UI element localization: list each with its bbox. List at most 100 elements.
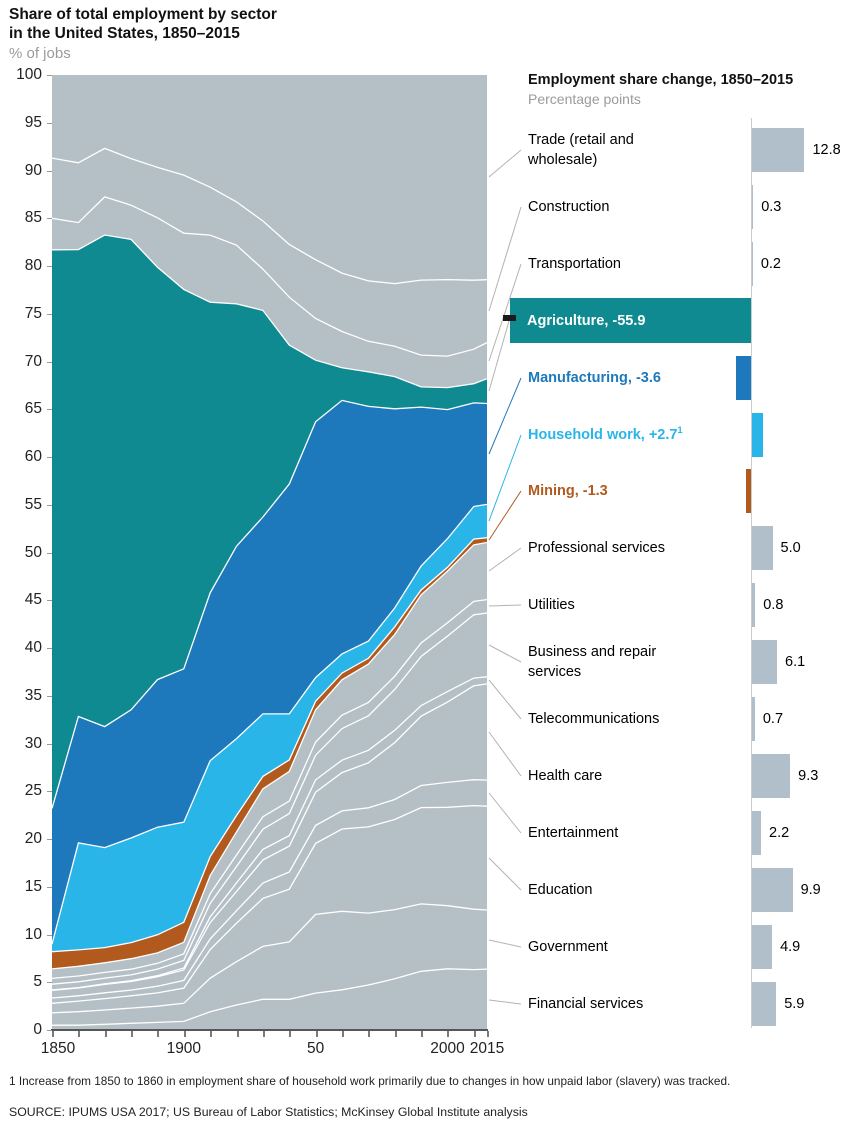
pointer-line-entertainment xyxy=(488,792,522,834)
y-axis-tick xyxy=(47,313,52,315)
x-axis-tick xyxy=(157,1031,160,1037)
area-band-agriculture xyxy=(52,235,487,809)
x-axis-tick xyxy=(447,1031,450,1037)
band-boundary xyxy=(52,541,487,970)
x-axis-label: 1850 xyxy=(40,1040,76,1057)
area-band-education xyxy=(52,805,487,1013)
band-boundary xyxy=(52,234,487,389)
y-axis-label: 45 xyxy=(24,591,42,609)
pointer-line-professional-services xyxy=(488,547,522,572)
change-value-trade-retail-and: 12.8 xyxy=(812,142,841,158)
area-band-health-care xyxy=(52,683,487,998)
change-bar-education xyxy=(752,867,793,912)
band-boundary xyxy=(52,676,487,991)
pointer-line-financial-services xyxy=(488,999,522,1005)
x-axis-tick xyxy=(289,1031,292,1037)
x-axis-label: 1900 xyxy=(166,1040,202,1057)
y-axis-tick xyxy=(47,1030,52,1031)
area-band-professional-services xyxy=(52,542,487,979)
sector-label-mining: Mining, -1.3 xyxy=(528,483,608,500)
change-bar-utilities xyxy=(752,583,756,628)
y-axis-label: 5 xyxy=(33,973,42,991)
pointer-line-education xyxy=(488,857,522,891)
change-bar-business-and-repair xyxy=(752,640,777,685)
change-bar-telecommunications xyxy=(752,697,755,741)
y-axis-label: 60 xyxy=(24,448,42,465)
y-axis-tick xyxy=(47,552,52,554)
band-boundary xyxy=(52,147,487,285)
y-axis-label: 0 xyxy=(33,1021,42,1038)
pointer-line-agriculture xyxy=(488,320,510,392)
band-boundary xyxy=(52,503,487,945)
pointer-line-telecommunications xyxy=(488,679,522,720)
title-line1: Share of total employment by sector xyxy=(9,6,277,23)
y-axis-label: 25 xyxy=(24,782,42,800)
change-bar-manufacturing xyxy=(736,355,751,400)
y-axis-tick xyxy=(47,170,52,172)
y-axis-tick xyxy=(47,886,52,888)
x-axis-tick xyxy=(210,1031,213,1037)
x-axis-tick xyxy=(473,1031,476,1037)
y-axis-tick xyxy=(47,934,52,936)
y-axis-tick xyxy=(47,982,52,984)
x-axis-tick xyxy=(394,1031,397,1037)
y-axis-label: 50 xyxy=(24,543,42,561)
y-axis-tick xyxy=(47,75,52,76)
sector-label-telecommunications: Telecommunications xyxy=(528,711,660,727)
sector-label-transportation: Transportation xyxy=(528,255,621,272)
sector-label-entertainment: Entertainment xyxy=(528,824,619,841)
area-band-manufacturing xyxy=(52,400,487,945)
area-band-construction xyxy=(52,148,487,357)
sector-label-household-work: Household work, +2.71 xyxy=(528,424,683,443)
x-axis-tick xyxy=(78,1031,81,1037)
area-band-trade-retail-and-wholesale xyxy=(52,75,487,284)
change-bar-transportation xyxy=(752,241,753,286)
sector-label-manufacturing: Manufacturing, -3.6 xyxy=(528,369,661,386)
change-bar-trade-retail-and xyxy=(752,128,805,172)
page-title: Share of total employment by sector in t… xyxy=(9,5,277,43)
y-axis-label: 20 xyxy=(24,830,42,847)
change-bar-entertainment xyxy=(752,810,762,855)
change-value-health-care: 9.3 xyxy=(798,767,819,784)
x-axis-tick xyxy=(262,1031,265,1037)
title-line2: in the United States, 1850–2015 xyxy=(9,25,240,42)
x-axis-label: 50 xyxy=(307,1040,325,1057)
y-axis-label: 10 xyxy=(24,925,42,943)
change-value-business-and-repair: 6.1 xyxy=(785,654,806,671)
x-axis-tick xyxy=(104,1031,107,1037)
change-value-construction: 0.3 xyxy=(761,198,782,215)
x-axis-label: 2015 xyxy=(469,1040,505,1057)
x-axis-tick xyxy=(183,1031,186,1037)
bar-chart-axis-line xyxy=(751,118,752,1028)
x-axis-tick xyxy=(487,1031,489,1037)
change-bar-construction xyxy=(752,184,754,229)
pointer-line-utilities xyxy=(488,604,522,607)
y-axis-label: 95 xyxy=(24,113,42,131)
pointer-line-trade-retail-and xyxy=(488,149,522,178)
y-axis-tick xyxy=(47,457,52,458)
y-axis-label: 80 xyxy=(24,257,42,274)
change-bar-household-work xyxy=(752,412,764,457)
band-boundary xyxy=(52,399,487,809)
y-axis-label: 30 xyxy=(24,734,42,752)
x-axis-tick xyxy=(342,1031,344,1037)
x-axis-tick xyxy=(52,1031,54,1037)
area-band-government xyxy=(52,903,487,1026)
change-value-transportation: 0.2 xyxy=(760,255,781,272)
band-boundary xyxy=(52,196,487,357)
x-axis-tick xyxy=(236,1031,239,1037)
band-boundary xyxy=(52,537,487,953)
area-band-business-and-repair-services xyxy=(52,613,487,990)
y-axis-label: 40 xyxy=(24,639,42,656)
change-bar-health-care xyxy=(752,753,791,798)
pointer-line-health-care xyxy=(488,731,522,777)
area-band-utilities xyxy=(52,599,487,985)
y-axis-tick xyxy=(47,409,52,411)
y-axis-tick xyxy=(47,648,52,649)
sector-label-education: Education xyxy=(528,881,593,898)
pointer-line-household-work xyxy=(488,434,522,522)
sector-label-government: Government xyxy=(528,938,608,955)
agriculture-band-label: Agriculture, -55.9 xyxy=(510,298,751,344)
change-value-entertainment: 2.2 xyxy=(769,824,790,841)
